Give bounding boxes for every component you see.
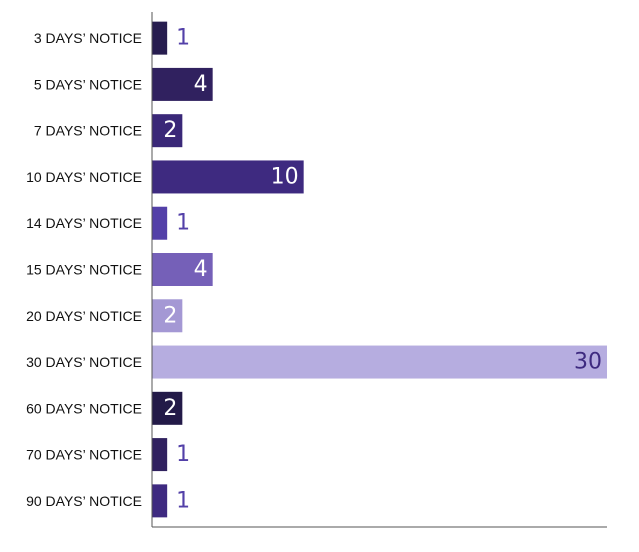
- value-label: 4: [194, 257, 208, 282]
- value-label: 1: [176, 488, 190, 513]
- bar-8: [152, 345, 607, 379]
- category-label: 7 DAYS’ NOTICE: [34, 123, 142, 139]
- bar-10: [152, 438, 168, 472]
- bar-4: [152, 160, 304, 194]
- bar-9: [152, 391, 183, 425]
- value-label: 1: [176, 442, 190, 467]
- bar-5: [152, 206, 168, 240]
- category-label: 70 DAYS’ NOTICE: [26, 447, 142, 463]
- value-label: 10: [271, 164, 299, 189]
- value-label: 30: [574, 350, 602, 375]
- value-label: 2: [163, 303, 177, 328]
- category-label: 14 DAYS’ NOTICE: [26, 215, 142, 231]
- category-label: 30 DAYS’ NOTICE: [26, 354, 142, 370]
- value-label: 1: [176, 26, 190, 51]
- bar-1: [152, 21, 168, 55]
- category-label: 15 DAYS’ NOTICE: [26, 262, 142, 278]
- bar-2: [152, 67, 213, 101]
- category-label: 5 DAYS’ NOTICE: [34, 76, 142, 92]
- bar-7: [152, 299, 183, 333]
- category-label: 60 DAYS’ NOTICE: [26, 400, 142, 416]
- value-label: 1: [176, 211, 190, 236]
- category-label: 10 DAYS’ NOTICE: [26, 169, 142, 185]
- bars-layer: [152, 21, 607, 518]
- category-label: 20 DAYS’ NOTICE: [26, 308, 142, 324]
- bar-3: [152, 114, 183, 148]
- bar-11: [152, 484, 168, 518]
- value-label: 2: [163, 118, 177, 143]
- category-label: 90 DAYS’ NOTICE: [26, 493, 142, 509]
- labels-layer: 3 DAYS’ NOTICE 15 DAYS’ NOTICE 47 DAYS’ NO…: [26, 26, 602, 514]
- bar-6: [152, 253, 213, 286]
- value-label: 4: [194, 72, 208, 97]
- value-label: 2: [163, 396, 177, 421]
- category-label: 3 DAYS’ NOTICE: [34, 30, 142, 46]
